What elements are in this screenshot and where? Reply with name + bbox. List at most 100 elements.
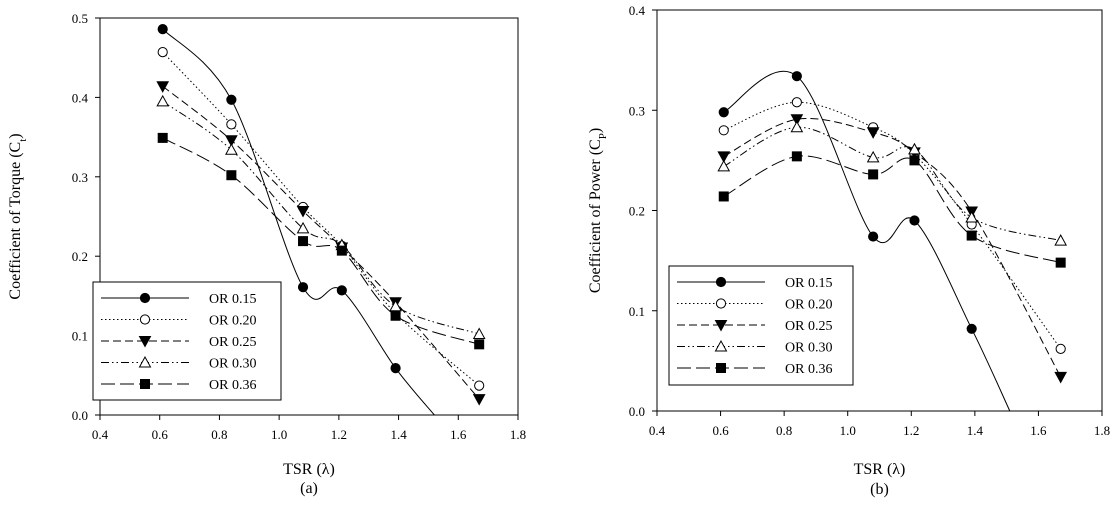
- legend-label: OR 0.15: [209, 292, 256, 307]
- legend-marker: [714, 339, 728, 352]
- y-axis-title: Coefficient of Torque (Ct): [7, 133, 29, 299]
- data-point: [472, 327, 486, 340]
- x-tick-label: 1.2: [903, 423, 919, 438]
- data-point: [226, 94, 237, 105]
- data-point: [791, 71, 802, 82]
- legend-label: OR 0.30: [785, 341, 832, 356]
- data-point: [909, 155, 920, 166]
- data-point: [790, 120, 804, 133]
- legend-marker: [138, 355, 152, 368]
- series-line: [162, 137, 480, 345]
- data-point: [908, 142, 921, 155]
- x-tick-label: 1.6: [1030, 423, 1047, 438]
- y-tick-label: 0.3: [629, 103, 645, 118]
- data-point: [965, 210, 979, 223]
- legend-label: OR 0.36: [785, 362, 832, 377]
- x-tick-label: 1.8: [510, 427, 526, 442]
- x-tick-label: 1.2: [331, 427, 347, 442]
- legend-marker: [138, 336, 152, 348]
- chart-panel-a: 0.4 0.6 0.8 1.0 1.2 1.4 1.6 1.8 0.0 0.1 0.2 0.3 0.4 0…: [7, 11, 526, 497]
- x-tick-label: 0.6: [152, 427, 169, 442]
- legend-label: OR 0.20: [209, 314, 256, 329]
- data-point: [1054, 371, 1068, 384]
- panel-label: (a): [300, 480, 318, 497]
- data-point: [226, 170, 237, 181]
- data-point: [296, 221, 310, 234]
- x-tick-label: 1.4: [390, 427, 407, 442]
- data-point: [1055, 257, 1066, 268]
- y-tick-label: 0.5: [72, 11, 88, 26]
- series-or-0-15: [718, 70, 1011, 411]
- x-axis-title: TSR (λ): [854, 461, 906, 478]
- x-tick-label: 1.0: [840, 423, 856, 438]
- data-point: [336, 245, 347, 256]
- legend-label: OR 0.15: [785, 276, 832, 291]
- legend-marker: [716, 363, 726, 373]
- data-point: [718, 107, 729, 118]
- legend: OR 0.15 OR 0.20 OR 0.25 OR 0.30 OR 0.36: [92, 281, 282, 401]
- x-tick-label: 0.8: [211, 427, 227, 442]
- legend-label: OR 0.25: [785, 319, 832, 334]
- data-point: [791, 151, 802, 162]
- data-point: [472, 394, 486, 406]
- data-point: [717, 151, 731, 163]
- data-point: [966, 230, 977, 241]
- data-point: [297, 282, 309, 293]
- x-tick-label: 0.6: [712, 423, 729, 438]
- data-point: [866, 127, 880, 139]
- data-point: [336, 285, 347, 296]
- data-point: [718, 191, 729, 202]
- y-tick-label: 0.0: [629, 404, 645, 419]
- y-tick-label: 0.4: [629, 3, 646, 18]
- series-line: [162, 100, 480, 335]
- data-point: [868, 231, 879, 242]
- data-point: [296, 205, 310, 218]
- plot-frame: [99, 17, 519, 416]
- legend-marker: [139, 314, 151, 325]
- data-point: [474, 339, 485, 350]
- data-point: [1054, 234, 1068, 246]
- data-point: [390, 310, 401, 321]
- x-tick-label: 0.8: [776, 423, 792, 438]
- series-line: [723, 155, 1061, 264]
- data-point: [298, 236, 309, 247]
- legend-marker: [715, 276, 727, 288]
- y-tick-label: 0.1: [72, 329, 88, 344]
- data-point: [226, 119, 237, 130]
- legend-marker: [140, 379, 150, 389]
- x-tick-label: 0.4: [649, 423, 666, 438]
- data-point: [909, 215, 920, 226]
- x-tick-label: 0.4: [92, 427, 109, 442]
- legend-label: OR 0.30: [209, 357, 256, 372]
- legend-marker: [715, 298, 727, 309]
- data-point: [868, 169, 879, 180]
- legend-marker: [714, 320, 728, 332]
- data-point: [718, 125, 729, 136]
- legend: OR 0.15 OR 0.20 OR 0.25 OR 0.30 OR 0.36: [668, 265, 854, 386]
- data-point: [225, 135, 238, 147]
- data-point: [225, 143, 238, 155]
- data-point: [791, 97, 802, 108]
- y-tick-label: 0.0: [72, 408, 88, 423]
- series-line: [162, 51, 480, 387]
- data-point: [474, 380, 485, 391]
- legend-marker: [139, 292, 151, 304]
- data-point: [389, 299, 402, 312]
- legend-label: OR 0.20: [785, 298, 832, 313]
- series-line: [723, 126, 1061, 242]
- series-or-0-15: [157, 24, 435, 415]
- panel-label: (b): [870, 481, 889, 498]
- data-point: [717, 159, 731, 172]
- series-or-0-36: [157, 132, 485, 350]
- y-tick-label: 0.2: [72, 249, 88, 264]
- series-or-0-36: [718, 151, 1066, 268]
- y-tick-label: 0.2: [629, 204, 645, 219]
- legend-label: OR 0.25: [209, 335, 256, 350]
- y-axis-title: Coefficient of Power (CP): [587, 128, 609, 293]
- data-point: [157, 47, 168, 58]
- x-tick-label: 1.0: [271, 427, 287, 442]
- chart-panel-b: 0.4 0.6 0.8 1.0 1.2 1.4 1.6 1.8 0.0 0.1 0.2 0.3 0.4 T…: [587, 3, 1110, 498]
- data-point: [790, 114, 804, 126]
- x-tick-label: 1.8: [1094, 423, 1110, 438]
